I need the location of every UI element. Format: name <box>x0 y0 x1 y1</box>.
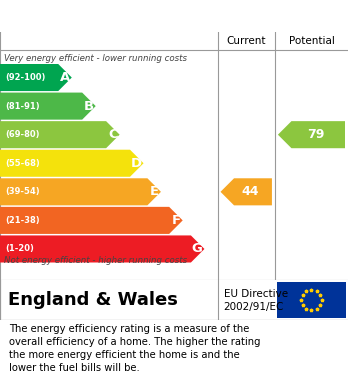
Polygon shape <box>0 235 204 262</box>
Text: D: D <box>130 157 142 170</box>
Polygon shape <box>0 64 72 91</box>
Text: (55-68): (55-68) <box>5 159 40 168</box>
Polygon shape <box>0 178 161 205</box>
Polygon shape <box>278 121 345 148</box>
Text: A: A <box>60 71 70 84</box>
FancyBboxPatch shape <box>277 282 346 318</box>
Text: 2002/91/EC: 2002/91/EC <box>223 302 284 312</box>
Text: G: G <box>191 242 203 255</box>
Text: Current: Current <box>227 36 266 46</box>
Polygon shape <box>0 121 120 148</box>
Text: B: B <box>84 100 94 113</box>
Text: (81-91): (81-91) <box>5 102 40 111</box>
Text: 44: 44 <box>242 185 259 198</box>
Text: (92-100): (92-100) <box>5 73 45 82</box>
Text: (69-80): (69-80) <box>5 130 40 139</box>
Text: EU Directive: EU Directive <box>223 289 288 299</box>
Text: Very energy efficient - lower running costs: Very energy efficient - lower running co… <box>4 54 187 63</box>
Text: Potential: Potential <box>288 36 334 46</box>
Text: (21-38): (21-38) <box>5 216 40 225</box>
Text: 79: 79 <box>307 128 324 141</box>
Text: The energy efficiency rating is a measure of the
overall efficiency of a home. T: The energy efficiency rating is a measur… <box>9 323 260 373</box>
Text: E: E <box>150 185 159 198</box>
Text: Not energy efficient - higher running costs: Not energy efficient - higher running co… <box>4 256 187 265</box>
Text: (1-20): (1-20) <box>5 244 34 253</box>
Text: F: F <box>172 214 181 227</box>
Polygon shape <box>0 207 183 234</box>
Text: Energy Efficiency Rating: Energy Efficiency Rating <box>9 9 230 23</box>
Text: C: C <box>108 128 118 141</box>
Text: England & Wales: England & Wales <box>8 291 178 309</box>
Polygon shape <box>221 178 272 205</box>
Polygon shape <box>0 150 144 177</box>
Polygon shape <box>0 93 96 120</box>
Text: (39-54): (39-54) <box>5 187 40 196</box>
